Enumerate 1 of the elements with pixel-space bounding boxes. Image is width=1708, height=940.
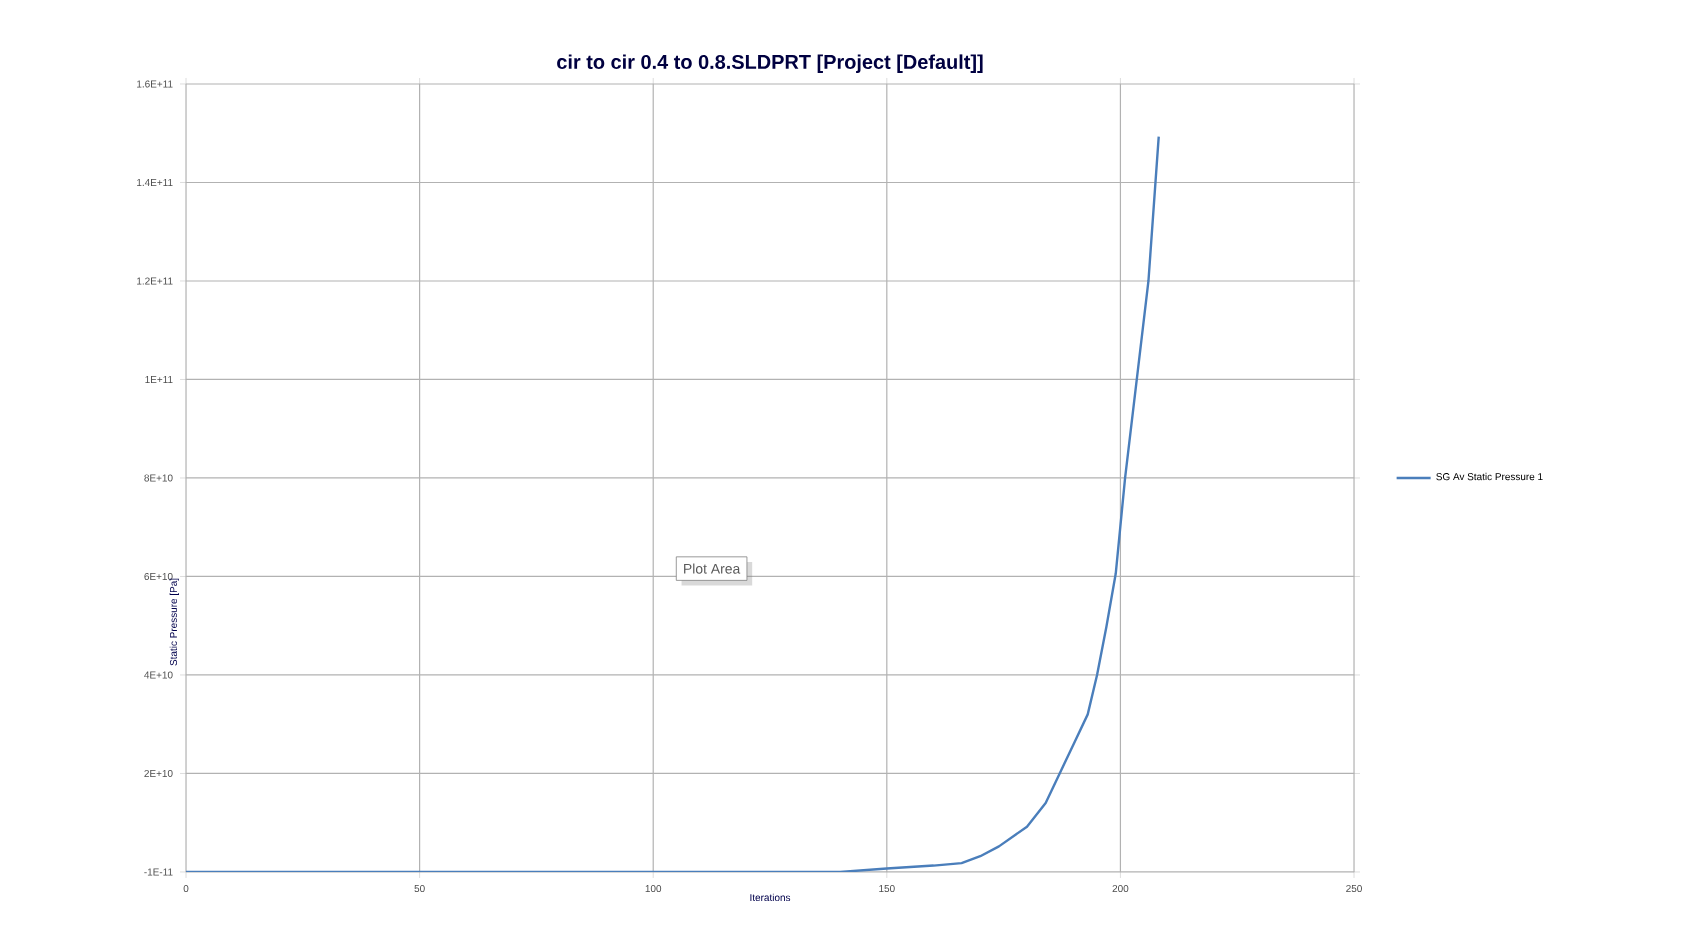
chart-title: cir to cir 0.4 to 0.8.SLDPRT [Project [Default]] — [557, 54, 983, 73]
